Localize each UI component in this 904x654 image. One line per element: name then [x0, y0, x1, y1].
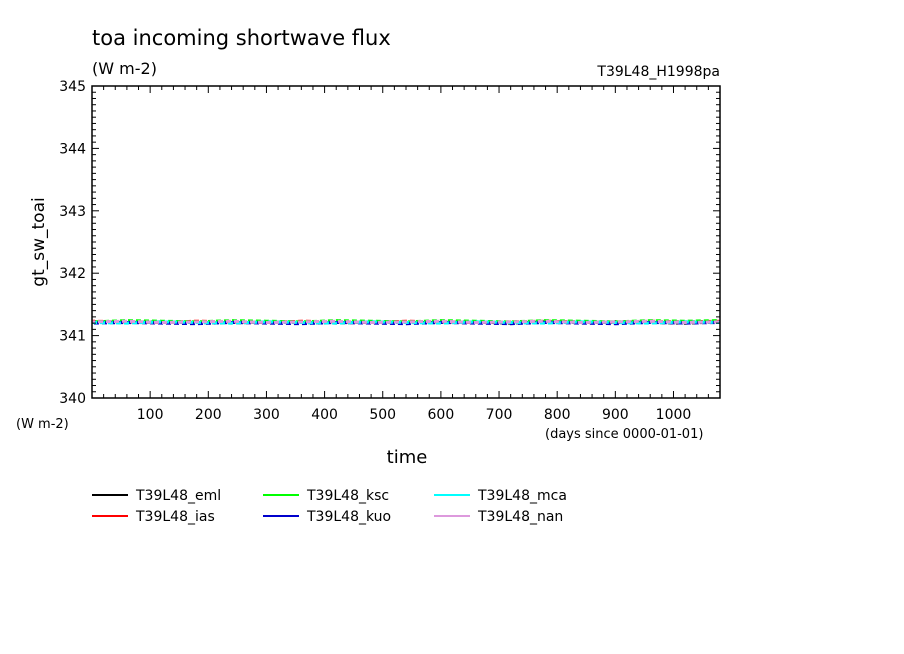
x-axis-label: time — [387, 447, 428, 468]
y-tick-label: 340 — [59, 391, 86, 407]
x-tick-label: 700 — [486, 407, 513, 423]
x-axis: 100 200 300 400 500 600 700 800 900 1000 — [91, 86, 721, 423]
x-tick-label: 200 — [195, 407, 222, 423]
y-tick-label: 342 — [59, 266, 86, 282]
legend: T39L48_eml T39L48_ias T39L48_ksc T39L48_kuo… — [92, 488, 567, 525]
x-tick-label: 900 — [602, 407, 629, 423]
x-tick-label: 500 — [369, 407, 396, 423]
legend-label-T39L48_kuo: T39L48_kuo — [306, 509, 391, 525]
y-tick-label: 345 — [59, 79, 86, 95]
y-axis-label: gt_sw_toai — [29, 197, 49, 286]
x-tick-label: 400 — [311, 407, 338, 423]
chart-title: toa incoming shortwave flux — [92, 26, 391, 50]
legend-label-T39L48_eml: T39L48_eml — [135, 488, 221, 504]
x-tick-label: 300 — [253, 407, 280, 423]
legend-label-T39L48_ias: T39L48_ias — [135, 509, 215, 525]
y-axis: 340 341 342 343 344 345 — [59, 79, 720, 407]
series-line-T39L48_nan — [91, 319, 721, 325]
legend-label-T39L48_mca: T39L48_mca — [477, 488, 567, 504]
x-tick-label: 100 — [137, 407, 164, 423]
legend-label-T39L48_nan: T39L48_nan — [477, 509, 563, 525]
experiment-label: T39L48_H1998pa — [596, 64, 720, 80]
y-tick-label: 343 — [59, 204, 86, 220]
x-tick-label: 1000 — [656, 407, 692, 423]
x-axis-units: (days since 0000-01-01) — [545, 427, 703, 442]
y-tick-label: 344 — [59, 141, 86, 157]
plot-frame — [91, 85, 721, 399]
legend-label-T39L48_ksc: T39L48_ksc — [306, 488, 389, 504]
y-axis-units: (W m-2) — [16, 417, 69, 432]
series-layer — [91, 319, 721, 326]
chart-units: (W m-2) — [92, 59, 157, 78]
x-tick-label: 600 — [428, 407, 455, 423]
y-tick-label: 341 — [59, 329, 86, 345]
x-tick-label: 800 — [544, 407, 571, 423]
